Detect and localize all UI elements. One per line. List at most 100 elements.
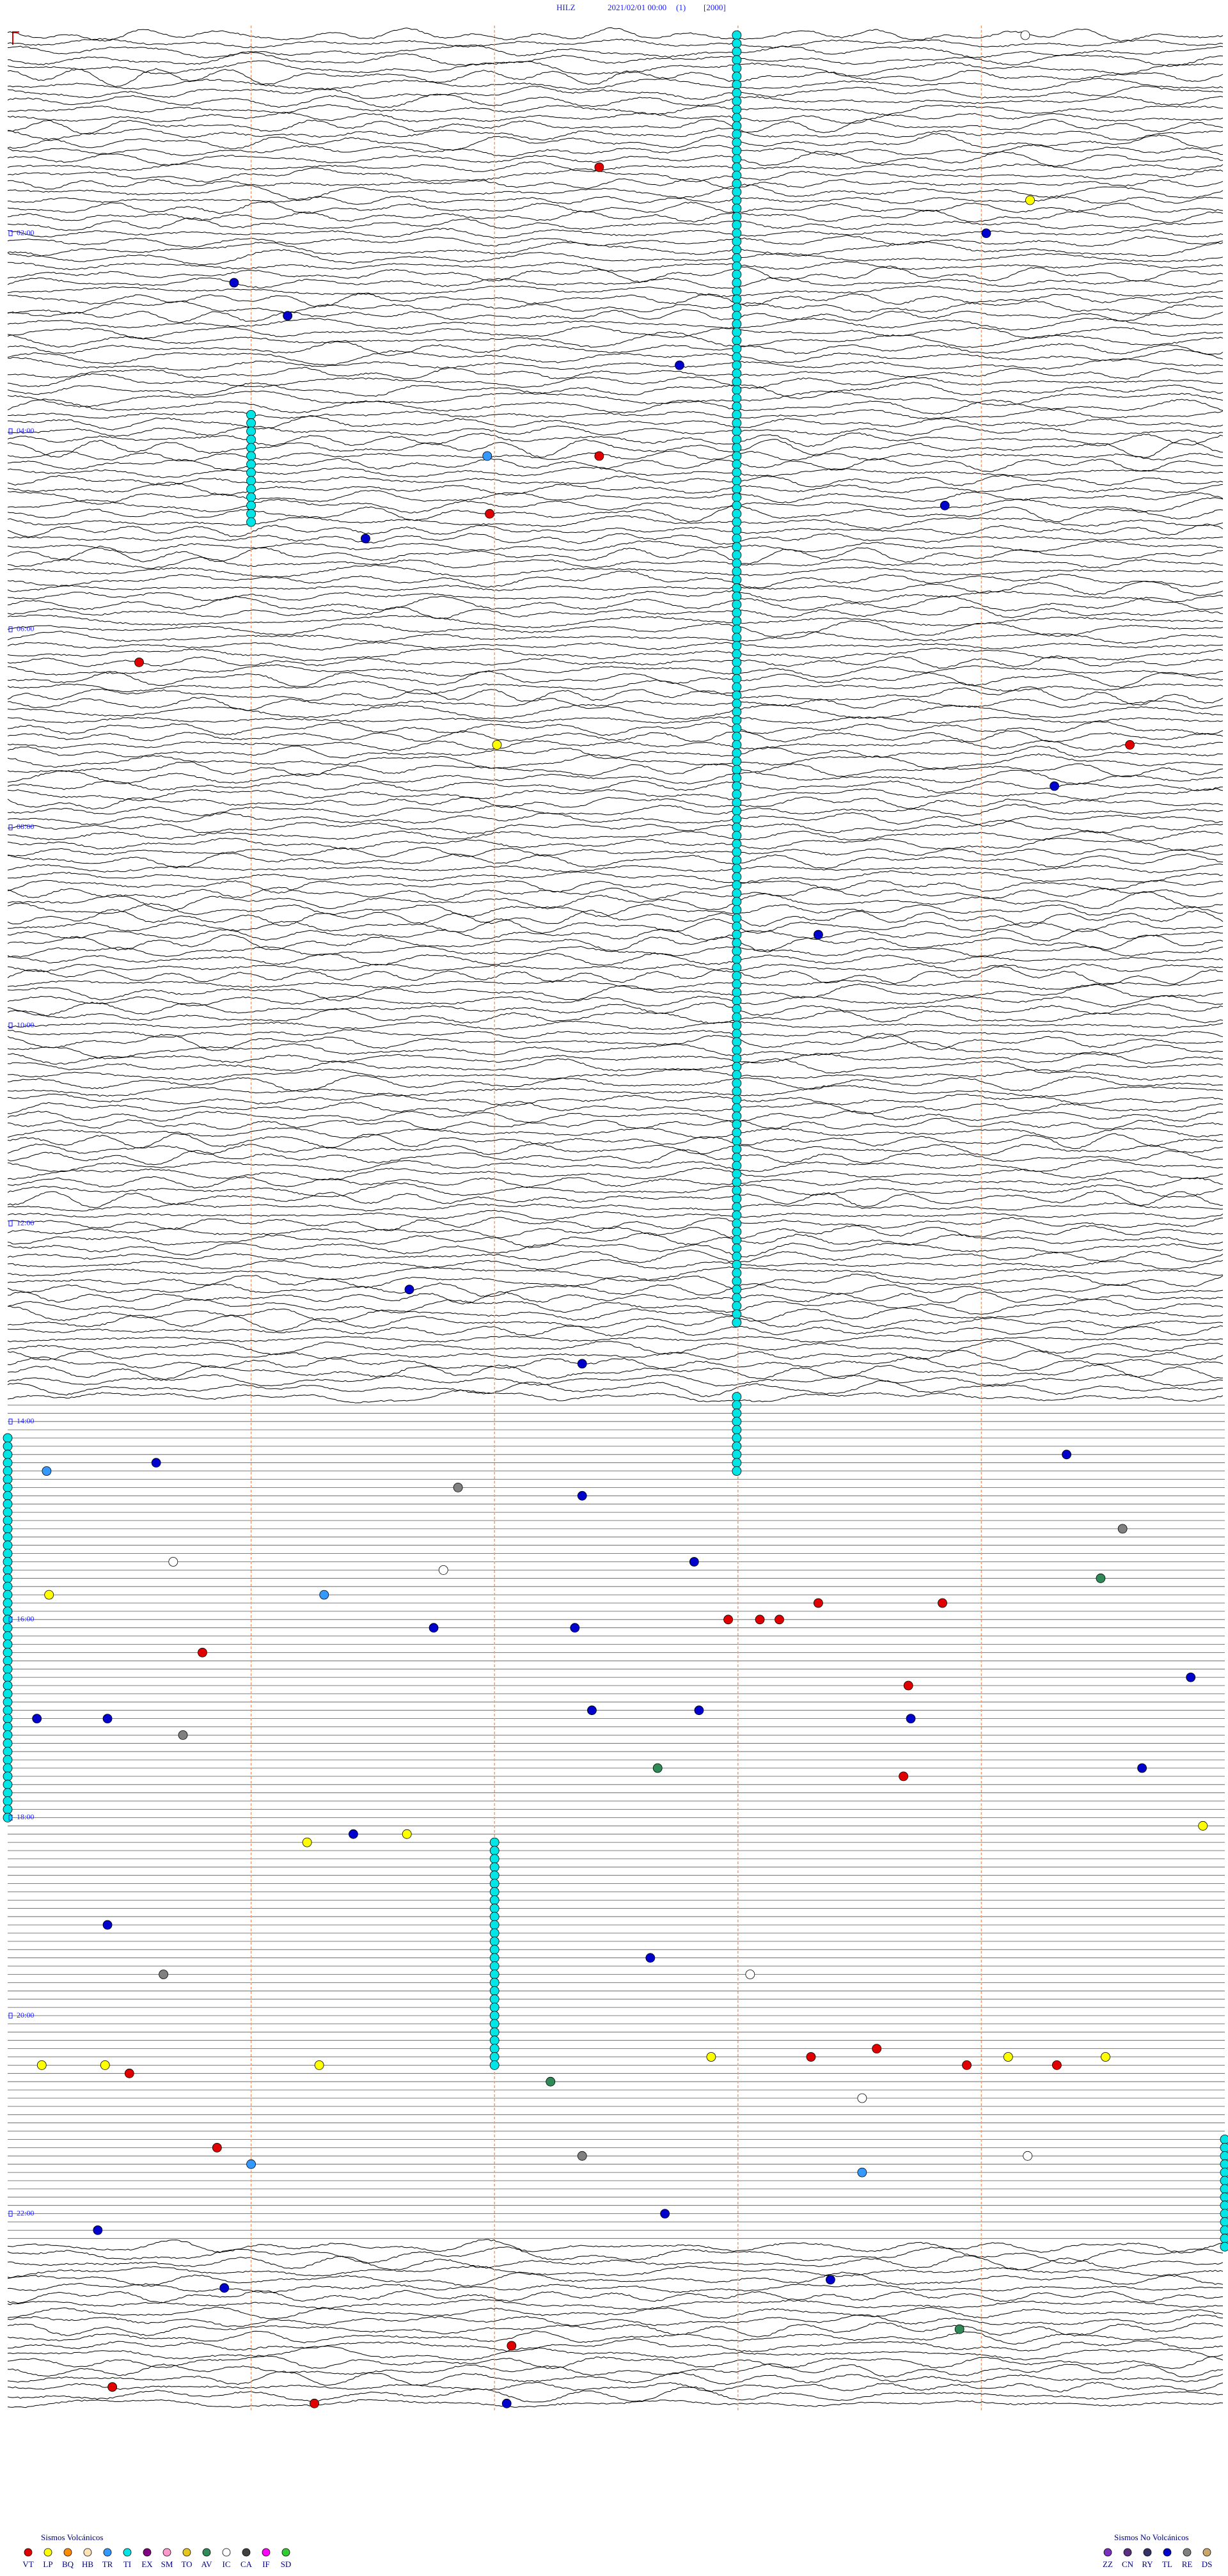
event-dot bbox=[706, 2052, 716, 2062]
event-run-dot bbox=[3, 1664, 13, 1674]
trace bbox=[7, 466, 1224, 478]
trace bbox=[7, 934, 1224, 952]
event-run-dot bbox=[489, 1911, 500, 1922]
trace bbox=[7, 104, 1224, 116]
trace bbox=[7, 1190, 1224, 1208]
event-run-dot bbox=[3, 1540, 13, 1551]
event-run-dot bbox=[732, 1227, 742, 1237]
trace bbox=[7, 217, 1224, 232]
trace bbox=[7, 235, 1224, 248]
event-run-dot bbox=[732, 1433, 742, 1443]
event-run-dot bbox=[732, 872, 742, 882]
trace bbox=[7, 1350, 1224, 1361]
trace bbox=[7, 2265, 1224, 2279]
event-run-dot bbox=[732, 476, 742, 486]
event-run-dot bbox=[732, 963, 742, 973]
event-run-dot bbox=[3, 1640, 13, 1649]
hour-tick bbox=[8, 1814, 13, 1821]
event-dot bbox=[806, 2052, 816, 2062]
event-run-dot bbox=[732, 938, 742, 948]
event-run-dot bbox=[246, 509, 256, 519]
trace bbox=[7, 52, 1224, 67]
trace bbox=[7, 1202, 1224, 1212]
event-run-dot bbox=[732, 1086, 742, 1096]
event-dot bbox=[485, 509, 494, 519]
hour-tick bbox=[8, 1418, 13, 1425]
event-run-dot bbox=[732, 1103, 742, 1113]
legend-swatch bbox=[83, 2548, 92, 2557]
trace bbox=[7, 300, 1224, 315]
event-run-dot bbox=[732, 1416, 742, 1426]
event-run-dot bbox=[732, 633, 742, 643]
event-run-dot bbox=[489, 1977, 500, 1987]
trace bbox=[7, 1020, 1224, 1031]
event-run-dot bbox=[732, 88, 742, 98]
event-run-dot bbox=[3, 1441, 13, 1451]
event-run-dot bbox=[3, 1507, 13, 1517]
event-run-dot bbox=[732, 658, 742, 667]
trace bbox=[7, 2307, 1224, 2319]
event-run-dot bbox=[732, 311, 742, 321]
event-run-dot bbox=[732, 1045, 742, 1055]
trace bbox=[7, 796, 1224, 810]
trace bbox=[7, 965, 1224, 986]
trace bbox=[7, 77, 1224, 91]
event-dot bbox=[813, 929, 823, 940]
event-run-dot bbox=[732, 328, 742, 337]
event-run-dot bbox=[246, 418, 256, 428]
trace bbox=[8, 918, 1224, 934]
trace bbox=[7, 112, 1224, 124]
event-dot bbox=[492, 740, 502, 750]
event-dot bbox=[319, 1590, 329, 1600]
trace bbox=[7, 2371, 1224, 2386]
event-run-dot bbox=[732, 418, 742, 428]
event-run-dot bbox=[732, 1144, 742, 1154]
event-run-dot bbox=[732, 929, 742, 940]
trace bbox=[7, 390, 1224, 408]
trace bbox=[7, 1266, 1224, 1283]
hour-tick bbox=[8, 2211, 13, 2217]
event-run-dot bbox=[1220, 2233, 1228, 2243]
event-run-dot bbox=[732, 360, 742, 370]
event-dot bbox=[755, 1615, 765, 1625]
event-run-dot bbox=[732, 814, 742, 824]
trace bbox=[7, 846, 1224, 858]
event-dot bbox=[246, 2159, 256, 2169]
event-dot bbox=[36, 2060, 47, 2070]
trace bbox=[7, 293, 1224, 308]
trace bbox=[7, 2330, 1224, 2345]
trace bbox=[7, 409, 1224, 420]
trace bbox=[7, 1085, 1224, 1098]
trace bbox=[7, 285, 1224, 297]
legend-code: AV bbox=[201, 2559, 212, 2569]
trace bbox=[7, 928, 1223, 942]
event-run-dot bbox=[3, 1450, 13, 1460]
trace bbox=[7, 1225, 1224, 1240]
event-run-dot bbox=[732, 575, 742, 585]
event-run-dot bbox=[732, 1251, 742, 1261]
event-run-dot bbox=[732, 1062, 742, 1071]
event-run-dot bbox=[732, 261, 742, 271]
trace bbox=[7, 730, 1224, 743]
event-run-dot bbox=[732, 649, 742, 659]
event-run-dot bbox=[3, 1771, 13, 1782]
legend-swatch bbox=[222, 2548, 231, 2557]
event-run-dot bbox=[732, 954, 742, 965]
event-run-dot bbox=[732, 550, 742, 560]
event-run-dot bbox=[3, 1796, 13, 1806]
event-run-dot bbox=[732, 468, 742, 478]
trace bbox=[7, 837, 1224, 851]
event-run-dot bbox=[732, 1160, 742, 1171]
trace bbox=[7, 647, 1224, 661]
event-run-dot bbox=[3, 1680, 13, 1691]
trace bbox=[7, 85, 1224, 100]
event-run-dot bbox=[732, 1441, 742, 1451]
event-run-dot bbox=[3, 1549, 13, 1559]
trace bbox=[7, 1259, 1224, 1270]
event-run-dot bbox=[3, 1474, 13, 1484]
event-run-dot bbox=[489, 2044, 500, 2054]
trace bbox=[7, 532, 1224, 545]
event-run-dot bbox=[732, 789, 742, 800]
legend-code: HB bbox=[82, 2559, 93, 2569]
trace bbox=[7, 803, 1224, 818]
